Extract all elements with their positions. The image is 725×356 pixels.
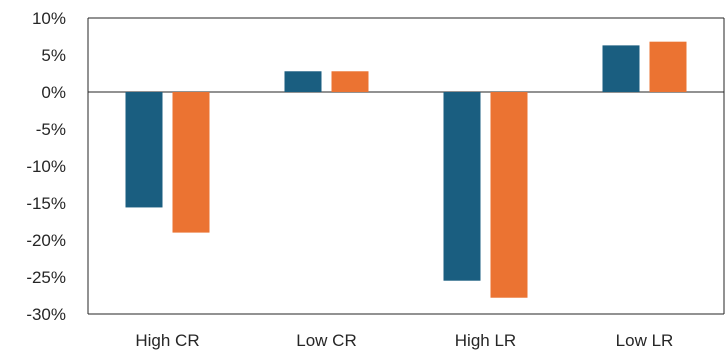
y-tick-labels: 10% 5% 0% -5% -10% -15% -20% -25% -30% [26, 9, 66, 324]
y-tick-label: -15% [26, 194, 66, 213]
y-tick-label: -20% [26, 231, 66, 250]
bar-high-cr-series-1 [125, 92, 163, 208]
y-tick-label: -25% [26, 268, 66, 287]
y-tick-label: -30% [26, 305, 66, 324]
bar-low-lr-series-1 [602, 45, 640, 92]
y-tick-label: 10% [32, 9, 66, 28]
x-category-labels: High CR Low CR High LR Low LR [135, 331, 673, 350]
x-category-label: High CR [135, 331, 199, 350]
bar-low-cr-series-2 [331, 71, 369, 92]
chart-bars [125, 41, 687, 298]
y-tick-label: -5% [36, 120, 66, 139]
y-tick-label: -10% [26, 157, 66, 176]
x-category-label: Low CR [296, 331, 356, 350]
y-tick-label: 0% [41, 83, 66, 102]
bar-low-lr-series-2 [649, 41, 687, 92]
x-category-label: Low LR [616, 331, 674, 350]
bar-low-cr-series-1 [284, 71, 322, 92]
bar-high-lr-series-2 [490, 92, 528, 298]
y-tick-label: 5% [41, 46, 66, 65]
bar-high-lr-series-1 [443, 92, 481, 281]
x-category-label: High LR [455, 331, 516, 350]
bar-high-cr-series-2 [172, 92, 210, 233]
